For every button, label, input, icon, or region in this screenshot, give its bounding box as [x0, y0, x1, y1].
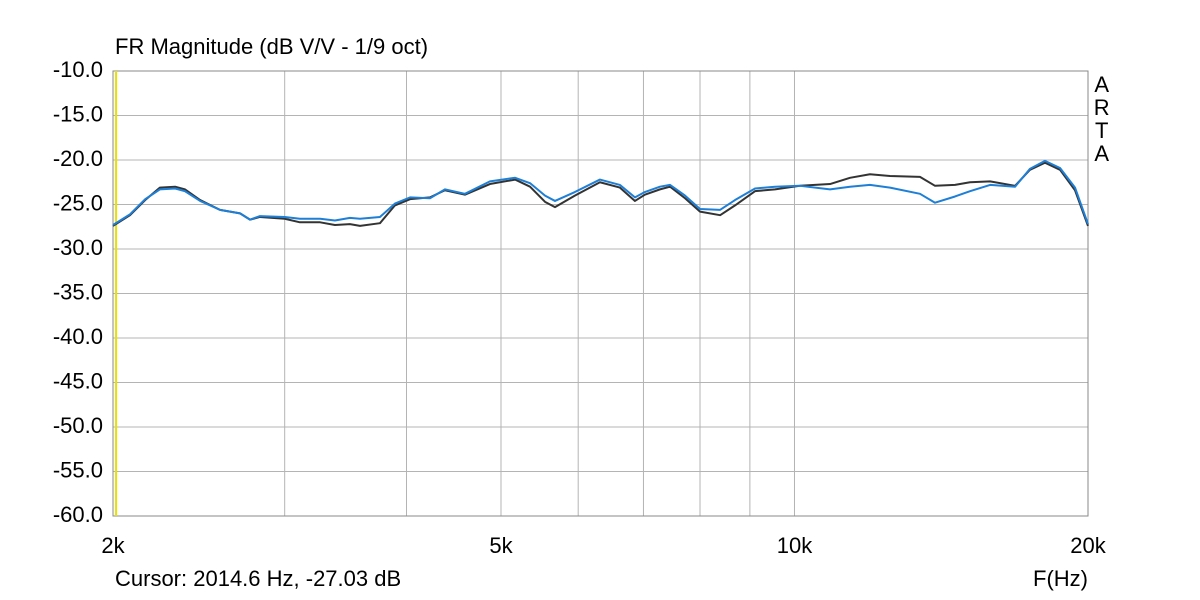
x-axis-label: F(Hz)	[1033, 566, 1088, 591]
x-tick-label: 20k	[1070, 533, 1106, 558]
x-tick-label: 2k	[101, 533, 125, 558]
series-line	[112, 159, 1089, 226]
chart-title: FR Magnitude (dB V/V - 1/9 oct)	[115, 34, 428, 59]
y-tick-label: -60.0	[53, 502, 103, 527]
y-tick-label: -25.0	[53, 190, 103, 215]
y-tick-label: -45.0	[53, 368, 103, 393]
y-tick-label: -15.0	[53, 101, 103, 126]
plot-frame	[112, 70, 1089, 517]
y-tick-label: -35.0	[53, 279, 103, 304]
y-tick-label: -40.0	[53, 324, 103, 349]
y-tick-label: -50.0	[53, 413, 103, 438]
y-tick-label: -55.0	[53, 457, 103, 482]
y-tick-label: -10.0	[53, 57, 103, 82]
watermark: ARTA	[1089, 72, 1114, 164]
cursor-readout: Cursor: 2014.6 Hz, -27.03 dB	[115, 566, 401, 591]
y-tick-label: -30.0	[53, 235, 103, 260]
y-tick-label: -20.0	[53, 146, 103, 171]
x-tick-label: 5k	[489, 533, 513, 558]
x-tick-label: 10k	[777, 533, 813, 558]
